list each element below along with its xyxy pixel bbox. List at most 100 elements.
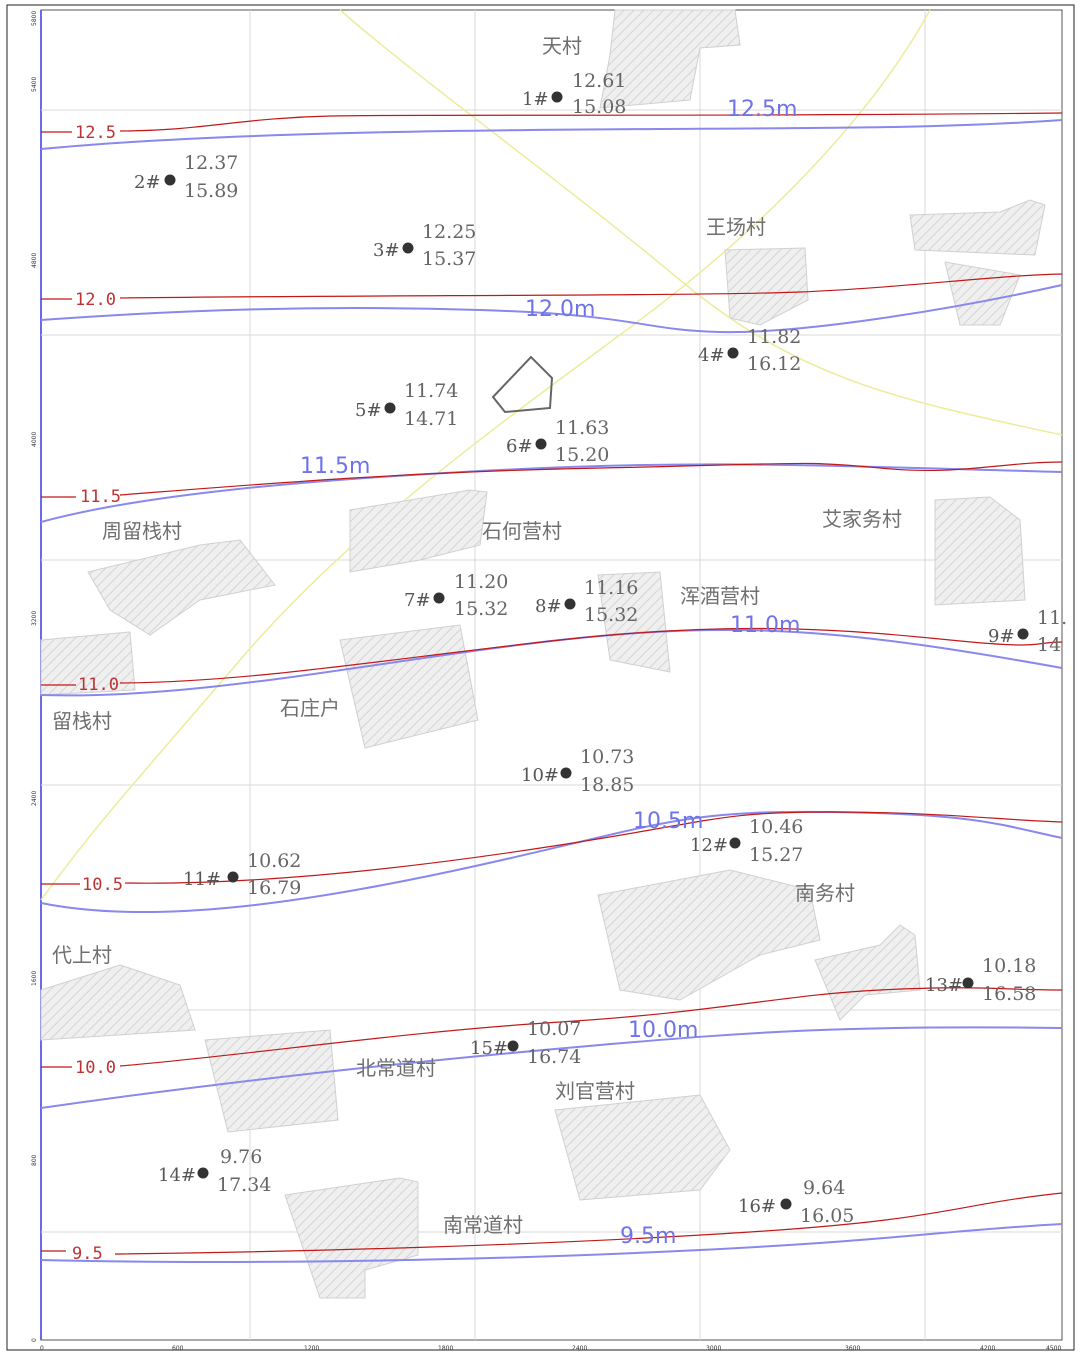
well-depth: 16.58 xyxy=(982,983,1036,1005)
well-marker xyxy=(560,767,572,779)
red-contour-label: 12.5 xyxy=(75,123,116,143)
village-areas xyxy=(40,9,1046,1299)
well-depth: 16.79 xyxy=(247,877,301,899)
well-water-level: 10.18 xyxy=(982,955,1036,977)
red-contours xyxy=(41,112,1063,1255)
blue-contour-label: 12.5m xyxy=(727,97,797,122)
village-label-wangchangcun: 王场村 xyxy=(706,215,766,239)
well-6: 6# 11.63 15.20 xyxy=(506,417,609,466)
well-id: 4# xyxy=(698,345,725,366)
well-id: 2# xyxy=(134,172,161,193)
wells: 1# 12.61 15.08 2# 12.37 15.89 3# 12.25 1… xyxy=(134,70,1067,1227)
well-depth: 15.27 xyxy=(749,844,803,866)
well-12: 12# 10.46 15.27 xyxy=(690,816,803,866)
well-marker xyxy=(535,438,547,450)
well-marker xyxy=(197,1167,209,1179)
y-tick-label: 2400 xyxy=(31,791,38,806)
x-tick-label: 3000 xyxy=(706,1345,721,1352)
blue-contour-label: 10.5m xyxy=(633,809,703,834)
well-depth: 16.05 xyxy=(800,1205,854,1227)
well-id: 11# xyxy=(183,869,221,890)
well-3: 3# 12.25 15.37 xyxy=(373,221,476,270)
well-depth: 15.37 xyxy=(422,248,476,270)
well-marker xyxy=(164,174,176,186)
x-tick-label: 2400 xyxy=(572,1345,587,1352)
village-label-nanwucun: 南务村 xyxy=(795,881,855,905)
well-depth: 15.08 xyxy=(572,96,626,118)
well-4: 4# 11.82 16.12 xyxy=(698,326,801,375)
blue-contour-12.0 xyxy=(40,284,1063,334)
well-water-level: 9.64 xyxy=(803,1177,845,1199)
y-tick-label: 3200 xyxy=(31,611,38,626)
red-contour-label: 11.0 xyxy=(78,675,119,695)
well-water-level: 11.63 xyxy=(555,417,609,439)
red-contour-label: 11.5 xyxy=(80,487,121,507)
well-depth: 17.34 xyxy=(217,1174,271,1196)
well-water-level: 10.46 xyxy=(749,816,803,838)
well-id: 14# xyxy=(158,1165,196,1186)
well-marker xyxy=(729,837,741,849)
red-contour-label: 9.5 xyxy=(72,1244,103,1264)
y-tick-label: 1600 xyxy=(31,971,38,986)
red-contour-label: 10.5 xyxy=(82,875,123,895)
blue-contour-labels: 12.5m 12.0m 11.5m 11.0m 10.5m 10.0m 9.5m xyxy=(300,97,800,1249)
well-9: 9# 11. 14 xyxy=(988,607,1067,656)
blue-contour-label: 9.5m xyxy=(620,1224,676,1249)
well-water-level: 12.25 xyxy=(422,221,476,243)
village-label-hunjiuyingcun: 浑酒营村 xyxy=(680,584,760,608)
well-depth: 15.32 xyxy=(454,598,508,620)
x-tick-label: 4200 xyxy=(980,1345,995,1352)
well-id: 15# xyxy=(470,1038,508,1059)
blue-contour-10.5 xyxy=(40,810,1063,914)
well-water-level: 11.20 xyxy=(454,571,508,593)
well-marker xyxy=(962,977,974,989)
well-water-level: 9.76 xyxy=(220,1146,262,1168)
well-marker xyxy=(227,871,239,883)
x-tick-label: 4500 xyxy=(1046,1345,1061,1352)
well-2: 2# 12.37 15.89 xyxy=(134,152,238,202)
village-label-shiheyingcun: 石何营村 xyxy=(482,519,562,543)
village-label-shizhuanghu: 石庄户 xyxy=(280,696,340,720)
well-water-level: 10.62 xyxy=(247,850,301,872)
well-depth: 14 xyxy=(1037,634,1061,656)
x-tick-label: 3600 xyxy=(845,1345,860,1352)
well-id: 9# xyxy=(988,626,1015,647)
village-label-tiancun: 天村 xyxy=(542,34,582,58)
village-label-liuguanyingcun: 刘官营村 xyxy=(555,1079,635,1103)
well-8: 8# 11.16 15.32 xyxy=(535,577,638,626)
village-label-zhouliujiancun: 周留栈村 xyxy=(102,519,182,543)
x-tick-label: 600 xyxy=(172,1345,184,1352)
well-id: 12# xyxy=(690,835,728,856)
x-tick-label: 1800 xyxy=(438,1345,453,1352)
blue-contour-label: 11.0m xyxy=(730,613,800,638)
well-water-level: 11.82 xyxy=(747,326,801,348)
red-contour-label: 10.0 xyxy=(75,1058,116,1078)
blue-contour-10.0 xyxy=(40,1026,1063,1109)
well-water-level: 12.37 xyxy=(184,152,238,174)
well-id: 5# xyxy=(355,400,382,421)
well-depth: 15.20 xyxy=(555,444,609,466)
red-contour-labels: 12.5 12.0 11.5 11.0 10.5 10.0 9.5 xyxy=(72,123,123,1264)
well-14: 14# 9.76 17.34 xyxy=(158,1146,271,1196)
blue-contour-12.5 xyxy=(40,119,1063,150)
well-id: 16# xyxy=(738,1196,776,1217)
blue-contour-label: 12.0m xyxy=(525,297,595,322)
well-marker xyxy=(1017,628,1029,640)
well-marker xyxy=(507,1040,519,1052)
well-10: 10# 10.73 18.85 xyxy=(521,746,634,796)
village-label-beichangdaocun: 北常道村 xyxy=(356,1056,436,1080)
well-water-level: 10.07 xyxy=(527,1018,581,1040)
blue-contour-label: 10.0m xyxy=(628,1018,698,1043)
well-id: 3# xyxy=(373,240,400,261)
village-label-liujiancun-left: 留栈村 xyxy=(52,709,112,733)
y-tick-label: 4800 xyxy=(31,253,38,268)
blue-contours xyxy=(40,119,1063,1263)
well-marker xyxy=(564,598,576,610)
well-depth: 15.32 xyxy=(584,604,638,626)
well-water-level: 11. xyxy=(1037,607,1067,629)
well-water-level: 10.73 xyxy=(580,746,634,768)
well-water-level: 12.61 xyxy=(572,70,626,92)
well-depth: 16.74 xyxy=(527,1046,581,1068)
well-15: 15# 10.07 16.74 xyxy=(470,1018,581,1068)
